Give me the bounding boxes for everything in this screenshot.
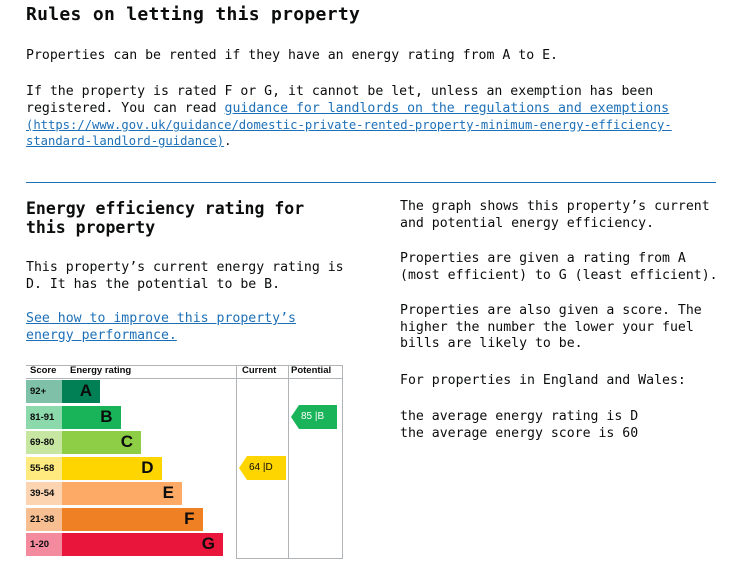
info-rating-explanation: Properties are given a rating from A (mo… [400, 251, 718, 283]
band-score-c: 69-80 [26, 431, 62, 454]
band-letter-b: B [100, 406, 113, 426]
band-letter-a: A [79, 381, 92, 400]
band-bar-e: E [62, 482, 182, 505]
info-average-score: the average energy score is 60 [400, 425, 639, 441]
band-score-e: 39-54 [26, 482, 62, 505]
band-letter-f: F [184, 508, 195, 528]
guidance-url-line2[interactable]: standard-landlord-guidance) [26, 134, 225, 148]
band-score-d: 55-68 [26, 456, 62, 480]
band-letter-d: D [141, 457, 154, 477]
chart-right-border [342, 365, 343, 559]
info-score-explanation: Properties are also given a score. The h… [400, 303, 702, 351]
band-letter-c: C [120, 432, 133, 451]
chart-header-score: Score [30, 365, 57, 376]
info-average-rating: the average energy rating is D [400, 409, 639, 424]
chart-potential-column-line [288, 365, 289, 559]
rating-heading: Energy efficiency rating for this proper… [26, 199, 305, 237]
rules-paragraph-2-line1: If the property is rated F or G, it cann… [26, 84, 654, 99]
band-score-a: 92+ [26, 380, 62, 403]
improve-performance-link[interactable]: See how to improve this property’s energ… [26, 311, 296, 343]
section-divider [26, 182, 716, 183]
band-score-b: 81-91 [26, 405, 62, 429]
rules-paragraph-2-line2: registered. You can read guidance for la… [26, 101, 716, 118]
info-region-label: For properties in England and Wales: [400, 372, 686, 388]
current-rating-label: 64 |D [249, 462, 273, 473]
band-bar-b: B [62, 405, 121, 429]
band-bar-d: D [62, 456, 162, 480]
guidance-url-suffix: . [224, 134, 232, 148]
energy-rating-chart: Score Energy rating Current Potential 92… [26, 365, 343, 559]
band-bar-c: C [62, 431, 141, 454]
band-score-f: 21-38 [26, 507, 62, 531]
chart-header-rating: Energy rating [70, 365, 132, 376]
band-letter-e: E [162, 483, 174, 502]
rules-paragraph-2: If the property is rated F or G, it cann… [26, 84, 716, 149]
guidance-url-line1[interactable]: (https://www.gov.uk/guidance/domestic-pr… [26, 118, 672, 132]
rules-paragraph-1: Properties can be rented if they have an… [26, 48, 558, 63]
landlord-guidance-link[interactable]: guidance for landlords on the regulation… [224, 100, 670, 116]
current-rating-arrow: 64 |D [239, 456, 286, 480]
potential-rating-arrow: 85 |B [291, 405, 337, 429]
info-graph-explanation: The graph shows this property’s current … [400, 199, 710, 231]
band-bar-a: A [62, 380, 100, 403]
rules-paragraph-2-prefix: registered. You can read [26, 100, 225, 116]
rules-heading: Rules on letting this property [26, 4, 361, 25]
potential-rating-label: 85 |B [301, 411, 325, 422]
band-bar-g: G [62, 533, 223, 556]
chart-header-potential: Potential [291, 365, 332, 376]
chart-header-divider [26, 378, 343, 379]
band-score-g: 1-20 [26, 533, 62, 556]
current-rating-text: This property’s current energy rating is… [26, 260, 344, 292]
guidance-url: (https://www.gov.uk/guidance/domestic-pr… [26, 117, 716, 149]
band-bar-f: F [62, 507, 203, 531]
chart-header-current: Current [242, 365, 277, 376]
chart-bottom-border [236, 558, 343, 559]
chart-current-column-line [236, 365, 237, 559]
chart-top-border [26, 365, 343, 366]
info-average: the average energy rating is D the avera… [400, 409, 718, 442]
band-letter-g: G [201, 534, 215, 553]
info-column: The graph shows this property’s current … [400, 199, 718, 442]
